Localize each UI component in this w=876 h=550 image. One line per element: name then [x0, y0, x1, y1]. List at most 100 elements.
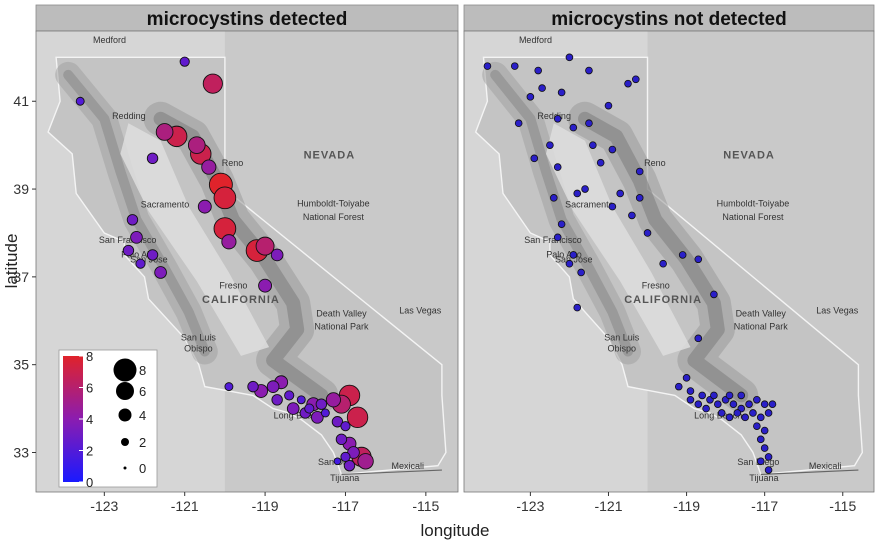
nondetect-point	[756, 457, 765, 466]
nondetect-point	[534, 66, 542, 75]
sierra-nevada-ridge	[578, 111, 749, 403]
nondetect-point	[608, 202, 617, 211]
place-label: Obispo	[184, 344, 213, 354]
x-tick-label: -123	[516, 498, 544, 514]
place-label: San Francisco	[99, 235, 157, 245]
detection-point	[325, 392, 341, 408]
nondetect-point	[553, 115, 562, 123]
nondetect-point	[483, 62, 492, 70]
nondetect-point	[589, 141, 597, 149]
nondetect-point	[635, 167, 644, 176]
size-legend-label: 4	[139, 408, 146, 423]
x-tick-label: -115	[829, 498, 856, 514]
nondetect-point	[514, 119, 523, 127]
nondetect-point	[694, 400, 703, 408]
size-legend-label: 2	[139, 435, 146, 450]
mexico-border	[760, 469, 859, 476]
detection-point	[146, 152, 159, 165]
size-legend-label: 6	[139, 384, 146, 399]
place-label: Reno	[644, 158, 666, 168]
nondetect-point	[729, 400, 738, 408]
y-axis-label: latitude	[2, 234, 21, 289]
nondetect-point	[756, 413, 765, 422]
detection-point	[247, 380, 259, 393]
nondetect-point	[628, 211, 636, 220]
place-label: Tijuana	[749, 473, 778, 483]
detection-point	[335, 433, 348, 446]
place-label: Sacramento	[141, 199, 190, 209]
detection-point	[340, 451, 351, 462]
nondetect-point	[745, 400, 753, 408]
detection-point	[270, 248, 284, 262]
place-label: Palo Alto	[121, 250, 157, 260]
central-valley	[546, 123, 691, 356]
nondetect-point	[764, 453, 773, 461]
nondetect-point	[733, 409, 742, 417]
nondetect-point	[764, 466, 773, 474]
nondetect-point	[538, 84, 546, 92]
place-label: Sacramento	[565, 199, 614, 209]
nondetect-point	[565, 53, 574, 62]
place-label: Death Valley	[316, 308, 367, 318]
nondetect-point	[569, 123, 578, 132]
y-tick-label: 35	[13, 357, 29, 373]
nondetect-point	[737, 391, 746, 400]
nondetect-point	[608, 145, 617, 154]
detection-point	[154, 266, 167, 279]
detection-point	[331, 416, 344, 428]
panel-not-detected: microcystins not detected Medford Redding R…	[463, 4, 875, 493]
panel-frame	[35, 30, 459, 493]
place-label: Mexicali	[809, 461, 842, 471]
nondetect-point	[581, 185, 589, 193]
place-label: San Jose	[130, 254, 168, 264]
nondetect-point	[725, 391, 734, 400]
detection-point	[286, 402, 300, 415]
nondetect-point	[616, 189, 624, 198]
x-axis-label: longitude	[420, 521, 489, 540]
place-label: NEVADA	[304, 149, 356, 161]
size-legend-label: 8	[139, 363, 146, 378]
nondetect-point	[550, 194, 558, 202]
colorbar-tick-label: 6	[86, 381, 93, 396]
detection-point	[213, 186, 237, 210]
detection-point	[224, 382, 234, 392]
nondetect-point	[678, 251, 687, 259]
colorbar	[63, 356, 83, 482]
place-label: NEVADA	[723, 149, 775, 161]
nondetect-point	[553, 163, 562, 171]
nondetect-point	[682, 374, 691, 382]
place-label: Fresno	[642, 280, 670, 290]
nondetect-point	[749, 409, 757, 417]
nondetect-point	[632, 75, 640, 84]
panel-detected: microcystins detected Medford Redding Reno N…	[35, 4, 459, 493]
detection-point	[221, 234, 237, 250]
y-tick-label: 33	[13, 444, 29, 460]
place-label: National Forest	[722, 212, 784, 222]
panel-strip	[35, 4, 459, 32]
place-label: National Park	[314, 322, 369, 332]
nondetect-point	[585, 66, 593, 75]
nondetect-point	[714, 400, 722, 408]
panel-title: microcystins detected	[147, 9, 348, 30]
colorbar-tick-label: 8	[86, 349, 93, 364]
nondetect-point	[725, 413, 734, 422]
detection-point	[255, 236, 275, 256]
place-label: National Park	[734, 322, 789, 332]
detection-point	[266, 380, 280, 393]
panel-strip	[463, 4, 875, 32]
place-label: Humboldt-Toiyabe	[297, 199, 370, 209]
x-tick-label: -115	[412, 498, 439, 514]
detection-point	[130, 231, 143, 244]
place-label: CALIFORNIA	[624, 294, 702, 306]
x-tick-label: -123	[90, 498, 118, 514]
detection-point	[155, 123, 174, 141]
nondetect-point	[577, 268, 585, 277]
nondetect-point	[686, 387, 695, 395]
place-label: Palo Alto	[546, 250, 582, 260]
size-legend-dot	[118, 408, 132, 422]
x-tick-label: -121	[594, 498, 622, 514]
nondetect-point	[686, 395, 695, 404]
nondetect-point	[557, 88, 566, 97]
